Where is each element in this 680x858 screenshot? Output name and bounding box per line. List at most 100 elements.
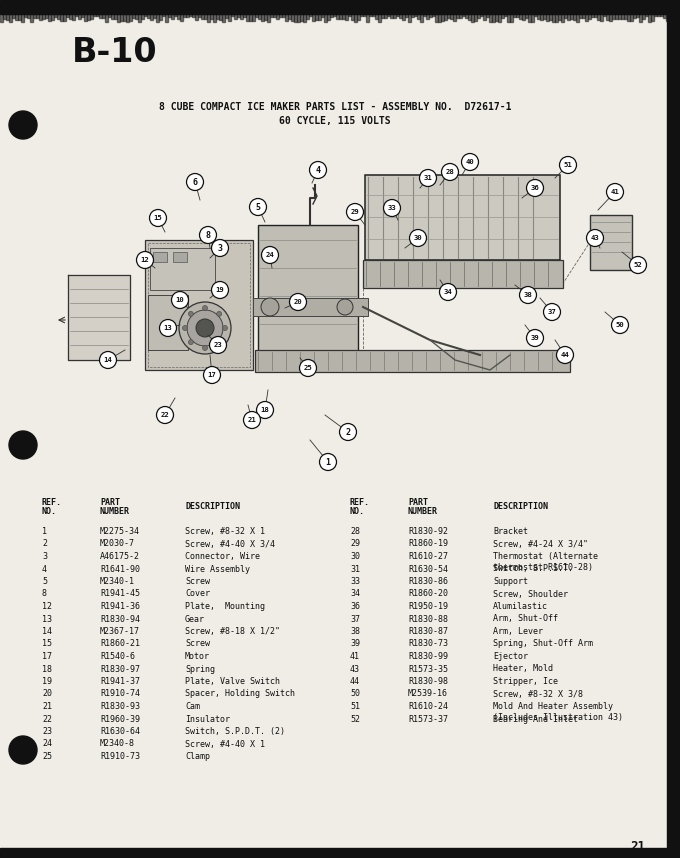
Text: Connector, Wire: Connector, Wire xyxy=(185,552,260,561)
Bar xyxy=(402,14,405,20)
Text: 30: 30 xyxy=(350,552,360,561)
Text: 21: 21 xyxy=(42,702,52,711)
Text: R1830-86: R1830-86 xyxy=(408,577,448,586)
Text: 3: 3 xyxy=(42,552,47,561)
Text: A46175-2: A46175-2 xyxy=(100,552,140,561)
Bar xyxy=(66,14,69,17)
Bar xyxy=(93,14,96,16)
Text: 52: 52 xyxy=(634,263,643,269)
Bar xyxy=(624,14,627,19)
Text: R1830-93: R1830-93 xyxy=(100,702,140,711)
Bar xyxy=(234,14,237,19)
Bar xyxy=(588,14,591,19)
Text: 6: 6 xyxy=(192,178,197,187)
Text: 28: 28 xyxy=(445,169,454,175)
Circle shape xyxy=(182,325,188,330)
Bar xyxy=(396,14,399,16)
Text: R1610-24: R1610-24 xyxy=(408,702,448,711)
Bar xyxy=(519,14,522,19)
Text: R1830-98: R1830-98 xyxy=(408,677,448,686)
Bar xyxy=(633,14,636,18)
Text: (Includes Illustration 43): (Includes Illustration 43) xyxy=(493,713,623,722)
Circle shape xyxy=(160,319,177,336)
Circle shape xyxy=(441,164,458,180)
Bar xyxy=(390,14,393,18)
Bar xyxy=(603,14,606,16)
Bar xyxy=(48,14,51,21)
Bar xyxy=(291,14,294,21)
Bar xyxy=(153,252,167,262)
Bar xyxy=(105,14,108,22)
Text: 1: 1 xyxy=(326,458,330,467)
Text: Screw, #4-40 X 1: Screw, #4-40 X 1 xyxy=(185,740,265,748)
Bar xyxy=(372,14,375,16)
Bar xyxy=(42,14,45,19)
Text: 8: 8 xyxy=(205,231,211,239)
Bar xyxy=(150,248,215,290)
Bar xyxy=(81,14,84,17)
Text: Screw: Screw xyxy=(185,577,210,586)
Bar xyxy=(546,14,549,21)
Bar xyxy=(99,14,102,18)
Text: Screw, Shoulder: Screw, Shoulder xyxy=(493,589,568,599)
Bar xyxy=(228,14,231,21)
Bar xyxy=(237,14,240,17)
Bar xyxy=(435,14,438,22)
Bar xyxy=(9,14,12,22)
Text: NUMBER: NUMBER xyxy=(408,507,438,516)
Text: 50: 50 xyxy=(350,690,360,698)
Bar xyxy=(0,14,3,22)
Circle shape xyxy=(384,200,401,216)
Text: R1641-90: R1641-90 xyxy=(100,565,140,573)
Bar xyxy=(642,14,645,19)
Bar xyxy=(552,14,555,22)
Bar xyxy=(417,14,420,19)
Bar xyxy=(627,14,630,21)
Text: 41: 41 xyxy=(611,190,619,196)
Bar xyxy=(201,14,204,19)
Text: R1630-54: R1630-54 xyxy=(408,565,448,573)
Bar xyxy=(135,14,138,19)
Bar xyxy=(366,14,369,22)
Text: 44: 44 xyxy=(350,677,360,686)
Text: Motor: Motor xyxy=(185,652,210,661)
Text: 17: 17 xyxy=(42,652,52,661)
Bar xyxy=(285,14,288,21)
Bar xyxy=(138,14,141,22)
Text: REF.: REF. xyxy=(42,498,62,507)
Bar xyxy=(369,14,372,16)
Text: PART: PART xyxy=(100,498,120,507)
Text: Bracket: Bracket xyxy=(493,527,528,536)
Bar xyxy=(318,14,321,20)
Bar xyxy=(303,14,306,22)
Circle shape xyxy=(526,329,543,347)
Bar xyxy=(156,14,159,22)
Circle shape xyxy=(211,239,228,257)
Text: 13: 13 xyxy=(42,614,52,624)
Circle shape xyxy=(217,311,222,317)
Bar xyxy=(192,14,195,17)
Bar xyxy=(486,14,489,17)
Bar xyxy=(612,14,615,19)
Bar xyxy=(522,14,525,20)
Circle shape xyxy=(217,340,222,345)
Bar xyxy=(570,14,573,19)
Bar xyxy=(246,14,249,21)
Bar xyxy=(441,14,444,21)
Text: 17: 17 xyxy=(207,372,216,378)
Text: Bearing And Inlet: Bearing And Inlet xyxy=(493,715,578,723)
Bar xyxy=(444,14,447,20)
Circle shape xyxy=(156,407,173,424)
Bar xyxy=(585,14,588,21)
Bar xyxy=(267,14,270,22)
Bar xyxy=(210,14,213,19)
Circle shape xyxy=(211,281,228,299)
Text: 52: 52 xyxy=(350,715,360,723)
Text: Screw: Screw xyxy=(185,639,210,649)
Bar xyxy=(567,14,570,20)
Circle shape xyxy=(299,360,316,377)
Bar xyxy=(483,14,486,20)
Bar xyxy=(429,14,432,17)
Text: 24: 24 xyxy=(42,740,52,748)
Bar xyxy=(339,14,342,19)
